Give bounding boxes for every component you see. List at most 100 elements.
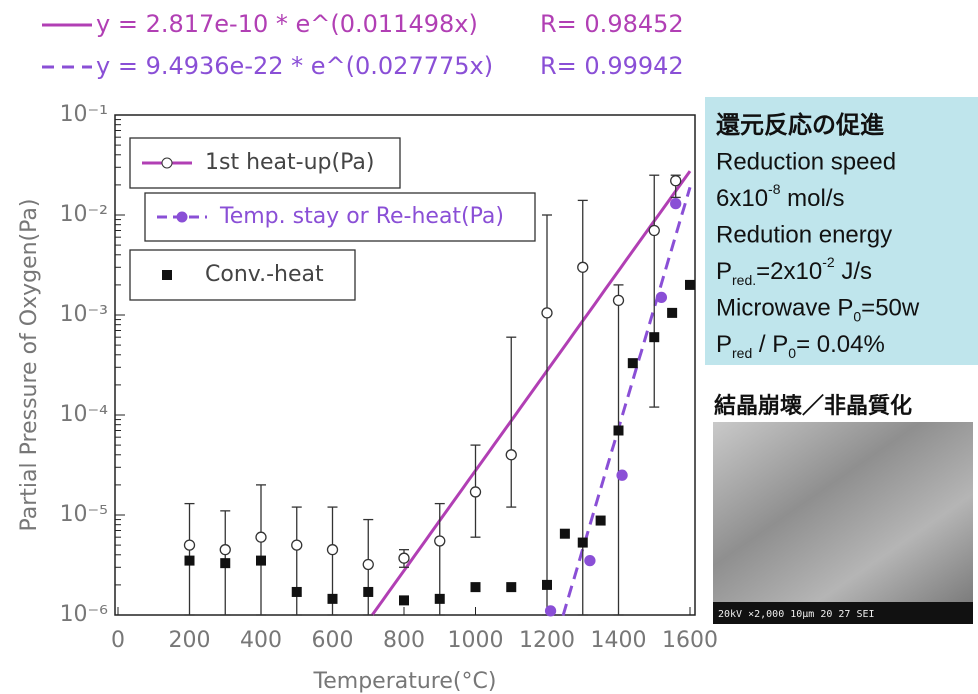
point [255, 531, 267, 543]
panel-text: P [716, 258, 732, 285]
legend-marker [161, 157, 173, 169]
sem-caption-bar [713, 602, 973, 624]
point [399, 595, 409, 606]
fit-line [561, 186, 692, 616]
point [220, 558, 231, 569]
point [291, 539, 303, 551]
panel-text: red [732, 345, 752, 361]
legend-marker [176, 211, 188, 223]
y-tick-label: 10⁻³ [60, 302, 108, 327]
point [616, 469, 628, 481]
point [542, 579, 552, 590]
panel-text: 6x10 [716, 185, 768, 212]
panel-line: 還元反応の促進 [716, 111, 884, 139]
x-tick-label: 1400 [591, 628, 647, 653]
point [505, 449, 517, 461]
y-tick-label: 10⁻⁶ [60, 602, 109, 627]
panel-line: Pred / P0= 0.04% [716, 331, 885, 360]
panel-text: -2 [822, 254, 835, 270]
point [541, 307, 553, 319]
point [670, 175, 682, 187]
sem-image [713, 422, 973, 602]
fit-r: R= 0.98452 [540, 10, 684, 38]
panel-line: Reduction speed [716, 149, 896, 176]
x-tick-label: 600 [312, 628, 354, 653]
x-tick-label: 1200 [519, 628, 575, 653]
x-tick-label: 1000 [448, 628, 504, 653]
point [577, 537, 588, 548]
panel-text: P [716, 331, 732, 358]
x-tick-label: 800 [383, 628, 425, 653]
panel-line: Redution energy [716, 222, 892, 249]
point [434, 593, 445, 604]
panel-text: = 0.04% [796, 331, 885, 358]
side-panel-bg [705, 97, 978, 365]
legend-label: Conv.-heat [205, 262, 324, 287]
legend-label: 1st heat-up(Pa) [205, 150, 374, 175]
legend-box [144, 192, 536, 242]
legend-marker [162, 270, 172, 280]
point [363, 586, 374, 597]
y-axis-title: Partial Pressure of Oxygen(Pa) [17, 199, 42, 532]
x-tick-label: 400 [240, 628, 282, 653]
panel-line: Pred.=2x10-2 J/s [716, 254, 872, 288]
point [219, 544, 231, 556]
panel-text: 0 [788, 345, 796, 361]
point [256, 555, 266, 566]
point [577, 261, 589, 273]
point [595, 515, 606, 526]
panel-text: Redution energy [716, 222, 892, 249]
fit-equation: y = 2.817e-10 * e^(0.011498x) [96, 10, 478, 38]
panel-text: Microwave P [716, 295, 853, 322]
point [362, 558, 374, 571]
point [685, 279, 695, 290]
point [291, 586, 302, 597]
point [655, 291, 668, 304]
point [649, 332, 660, 343]
fit-equation: y = 9.4936e-22 * e^(0.027775x) [96, 52, 493, 80]
point [627, 358, 638, 369]
point [670, 197, 682, 210]
point [584, 554, 596, 567]
panel-text: 還元反応の促進 [716, 111, 884, 139]
x-tick-label: 0 [111, 628, 125, 653]
panel-text: mol/s [781, 185, 845, 212]
point [469, 486, 482, 498]
point [470, 582, 481, 593]
x-tick-label: 1600 [662, 628, 718, 653]
x-axis-title: Temperature(°C) [313, 669, 497, 694]
x-tick-label: 200 [169, 628, 211, 653]
point [184, 555, 195, 566]
point [398, 552, 410, 564]
panel-line: Microwave P0=50w [716, 295, 920, 324]
point [326, 544, 339, 556]
panel-text: red. [732, 272, 756, 288]
image-title: 結晶崩壊／非晶質化 [714, 393, 912, 419]
point [667, 307, 678, 318]
panel-text: J/s [835, 258, 872, 285]
y-tick-label: 10⁻¹ [60, 102, 108, 127]
panel-text: =50w [861, 295, 920, 322]
panel-text: =2x10 [756, 258, 822, 285]
point [613, 425, 624, 436]
point [183, 539, 196, 551]
point [544, 605, 557, 617]
point [434, 535, 446, 547]
y-tick-label: 10⁻⁵ [60, 502, 108, 527]
panel-text: Reduction speed [716, 149, 896, 176]
fit-r: R= 0.99942 [540, 52, 684, 80]
point [327, 593, 338, 604]
panel-line: 6x10-8 mol/s [716, 181, 845, 213]
panel-text: 0 [853, 308, 861, 324]
y-tick-label: 10⁻² [60, 202, 108, 227]
point [506, 582, 517, 593]
panel-text: / P [752, 331, 788, 358]
point [559, 528, 570, 539]
sem-caption: 20kV ×2,000 10μm 20 27 SEI [718, 609, 875, 620]
point [612, 294, 625, 307]
plot-frame [114, 114, 696, 616]
panel-text: -8 [768, 181, 781, 197]
point [648, 224, 660, 237]
y-tick-label: 10⁻⁴ [60, 402, 109, 427]
